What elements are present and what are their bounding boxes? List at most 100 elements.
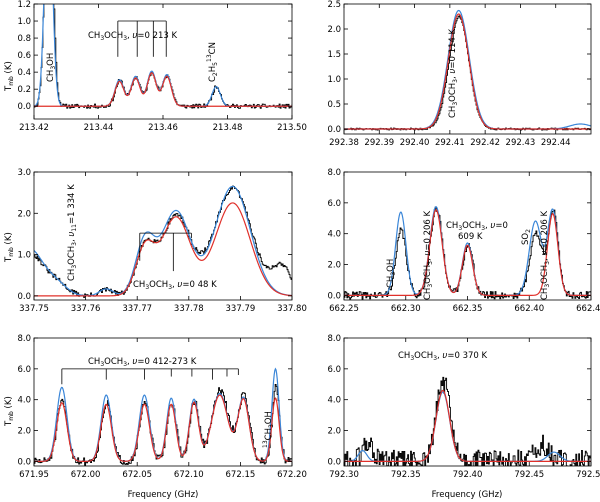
panel-1-ann-ch3oh: CH3OH <box>46 53 57 82</box>
panel-1-observed-line <box>34 4 292 109</box>
panel-4-ytick-label-4: 8.0 <box>327 168 341 178</box>
panel-4-xtick-label-1: 662.30 <box>391 304 421 314</box>
panel-5-model-red-line <box>34 394 292 462</box>
panel-1-lines <box>34 4 292 109</box>
panel-2-axes: 292.38 292.39 292.40 292.41 292.42 292.43 292.… <box>327 0 591 148</box>
panel-2-ytick-label-3: 1.5 <box>327 50 341 60</box>
panel-6-lines <box>344 376 591 466</box>
panel-6: 792.30 792.35 792.40 792.45 792.50 0.0 2.0 4.0 6… <box>327 334 600 500</box>
panel-5-xtick-label-2: 672.05 <box>122 470 152 480</box>
panel-4-xtick-label-4: 662.45 <box>576 304 600 314</box>
panel-1-xtick-label-3: 213.48 <box>213 123 243 133</box>
panel-5: 671.95 672.00 672.05 672.10 672.15 672.20 0.0 2… <box>4 334 307 500</box>
panel-3-model-blue-line <box>34 185 292 297</box>
panel-1-ann-ch3och3: CH3OCH3, υ=0 213 K <box>88 31 178 42</box>
panel-2-model-blue-line <box>344 9 591 130</box>
panel-3-xtick-label-5: 337.80 <box>277 304 307 314</box>
panel-1-ytick-label-6: 1.2 <box>17 0 31 10</box>
panel-1-ytick-label-0: 0.0 <box>17 102 31 112</box>
panel-6-ytick-label-3: 6.0 <box>327 365 341 375</box>
panel-5-ytick-label-1: 2.0 <box>17 427 31 437</box>
panel-1-ann-c2h5cn: C2H513CN <box>206 42 219 82</box>
panel-1-ytick-label-2: 0.4 <box>17 68 31 78</box>
panel-4-model-blue-line <box>344 206 591 296</box>
panel-5-ytick-label-0: 0.0 <box>17 457 31 467</box>
panel-4: 662.25 662.30 662.35 662.40 662.45 0.0 2.0 4.0 6… <box>327 168 600 314</box>
panel-3-ytick-label-2: 2.0 <box>17 209 31 219</box>
panel-4-ytick-label-3: 6.0 <box>327 199 341 209</box>
panel-1-ytick-label-3: 0.6 <box>17 51 31 61</box>
panel-1-ytick-label-1: 0.2 <box>17 85 31 95</box>
panel-6-observed-line <box>344 376 591 466</box>
panel-6-model-red-line <box>344 389 591 462</box>
panel-1-xtick-label-2: 213.46 <box>148 123 178 133</box>
panel-3: 337.75 337.76 337.77 337.78 337.79 337.80 0.0 1… <box>4 168 307 314</box>
panel-1-y-label: Tmb (K) <box>4 61 15 92</box>
panel-5-y-label: Tmb (K) <box>4 396 15 427</box>
panel-4-ann-ch3och3-206a: CH3OCH3, υ=0 206 K <box>423 210 434 300</box>
panel-2-observed-line <box>344 15 591 131</box>
panel-5-ann-ch3och3: CH3OCH3, υ=0 412-273 K <box>88 357 197 368</box>
panel-3-xtick-label-1: 337.76 <box>71 304 101 314</box>
panel-3-xtick-label-3: 337.78 <box>174 304 204 314</box>
panel-3-model-red-line <box>34 202 292 297</box>
panel-2-model-red-line <box>344 13 591 130</box>
panel-6-xtick-label-1: 792.35 <box>391 470 421 480</box>
panel-3-xtick-label-2: 337.77 <box>122 304 152 314</box>
panel-6-xtick-label-0: 792.30 <box>329 470 359 480</box>
panel-2-xtick-label-2: 292.40 <box>400 138 430 148</box>
panel-5-ann-13ch3oh: 13CH3OH <box>262 411 275 448</box>
panel-5-x-label: Frequency (GHz) <box>128 490 199 500</box>
panel-4-ann-so2: SO2 <box>521 229 532 245</box>
panel-4-ann-609k: 609 K <box>458 232 483 242</box>
panel-4-ann-ch3och3-206b: CH3OCH3, υ=0 206 K <box>540 210 551 300</box>
panel-2-ytick-label-0: 0.0 <box>327 125 341 135</box>
panel-5-xtick-label-3: 672.10 <box>174 470 204 480</box>
panel-4-ytick-label-1: 2.0 <box>327 261 341 271</box>
panel-2-xtick-label-5: 292.43 <box>506 138 536 148</box>
panel-2-ytick-label-1: 0.5 <box>327 100 341 110</box>
panel-1-axes: 213.42 213.44 213.46 213.48 213.50 0.0 0.2 0.4 0… <box>17 0 306 133</box>
panel-2-xtick-label-4: 292.42 <box>470 138 500 148</box>
panel-5-xtick-label-5: 672.20 <box>277 470 307 480</box>
panel-1: 213.42 213.44 213.46 213.48 213.50 0.0 0.2 0.4 0… <box>4 0 307 133</box>
panel-6-ytick-label-0: 0.0 <box>327 457 341 467</box>
panel-2-ytick-label-2: 1.0 <box>327 75 341 85</box>
panel-3-xtick-label-4: 337.79 <box>226 304 256 314</box>
panel-4-ann-ch3och3-609: CH3OCH3, υ=0 <box>446 221 508 232</box>
panel-1-xtick-label-0: 213.42 <box>19 123 49 133</box>
panel-4-lines <box>344 206 591 300</box>
panel-3-ytick-label-3: 3.0 <box>17 168 31 178</box>
panel-2-ytick-label-5: 2.5 <box>327 0 341 10</box>
panel-1-ytick-label-5: 1.0 <box>17 17 31 27</box>
panel-6-ytick-label-4: 8.0 <box>327 334 341 344</box>
panel-3-y-label: Tmb (K) <box>4 232 15 263</box>
panel-1-xtick-label-4: 213.50 <box>277 123 307 133</box>
panel-1-xtick-label-1: 213.44 <box>84 123 114 133</box>
panel-5-xtick-label-1: 672.00 <box>71 470 101 480</box>
panel-3-ann-v11: CH3OCH3, υ11=1 334 K <box>67 184 78 281</box>
panel-5-xtick-label-0: 671.95 <box>19 470 49 480</box>
panel-1-model-red-line <box>34 72 292 107</box>
panel-4-model-red-line <box>344 209 591 296</box>
panel-2-xtick-label-3: 292.41 <box>435 138 465 148</box>
panel-6-xtick-label-3: 792.45 <box>514 470 544 480</box>
panel-2-xtick-label-0: 292.38 <box>329 138 359 148</box>
panel-2-frame <box>343 3 592 135</box>
panel-1-ytick-label-4: 0.8 <box>17 34 31 44</box>
panel-4-ytick-label-2: 4.0 <box>327 230 341 240</box>
panel-6-ann-ch3och3: CH3OCH3, υ=0 370 K <box>398 351 488 362</box>
panel-6-ytick-label-2: 4.0 <box>327 396 341 406</box>
panel-2-lines <box>344 9 591 131</box>
panel-5-lines <box>34 367 292 466</box>
panel-3-axes: 337.75 337.76 337.77 337.78 337.79 337.80 0.0 1… <box>17 168 306 314</box>
panel-1-model-blue-line <box>34 4 292 107</box>
panel-5-ytick-label-4: 8.0 <box>17 334 31 344</box>
panel-3-ytick-label-1: 1.0 <box>17 251 31 261</box>
panel-2-xtick-label-1: 292.39 <box>364 138 394 148</box>
panel-6-x-label: Frequency (GHz) <box>432 490 503 500</box>
panel-2-xtick-label-6: 292.44 <box>541 138 571 148</box>
panel-4-xtick-label-0: 662.25 <box>329 304 359 314</box>
